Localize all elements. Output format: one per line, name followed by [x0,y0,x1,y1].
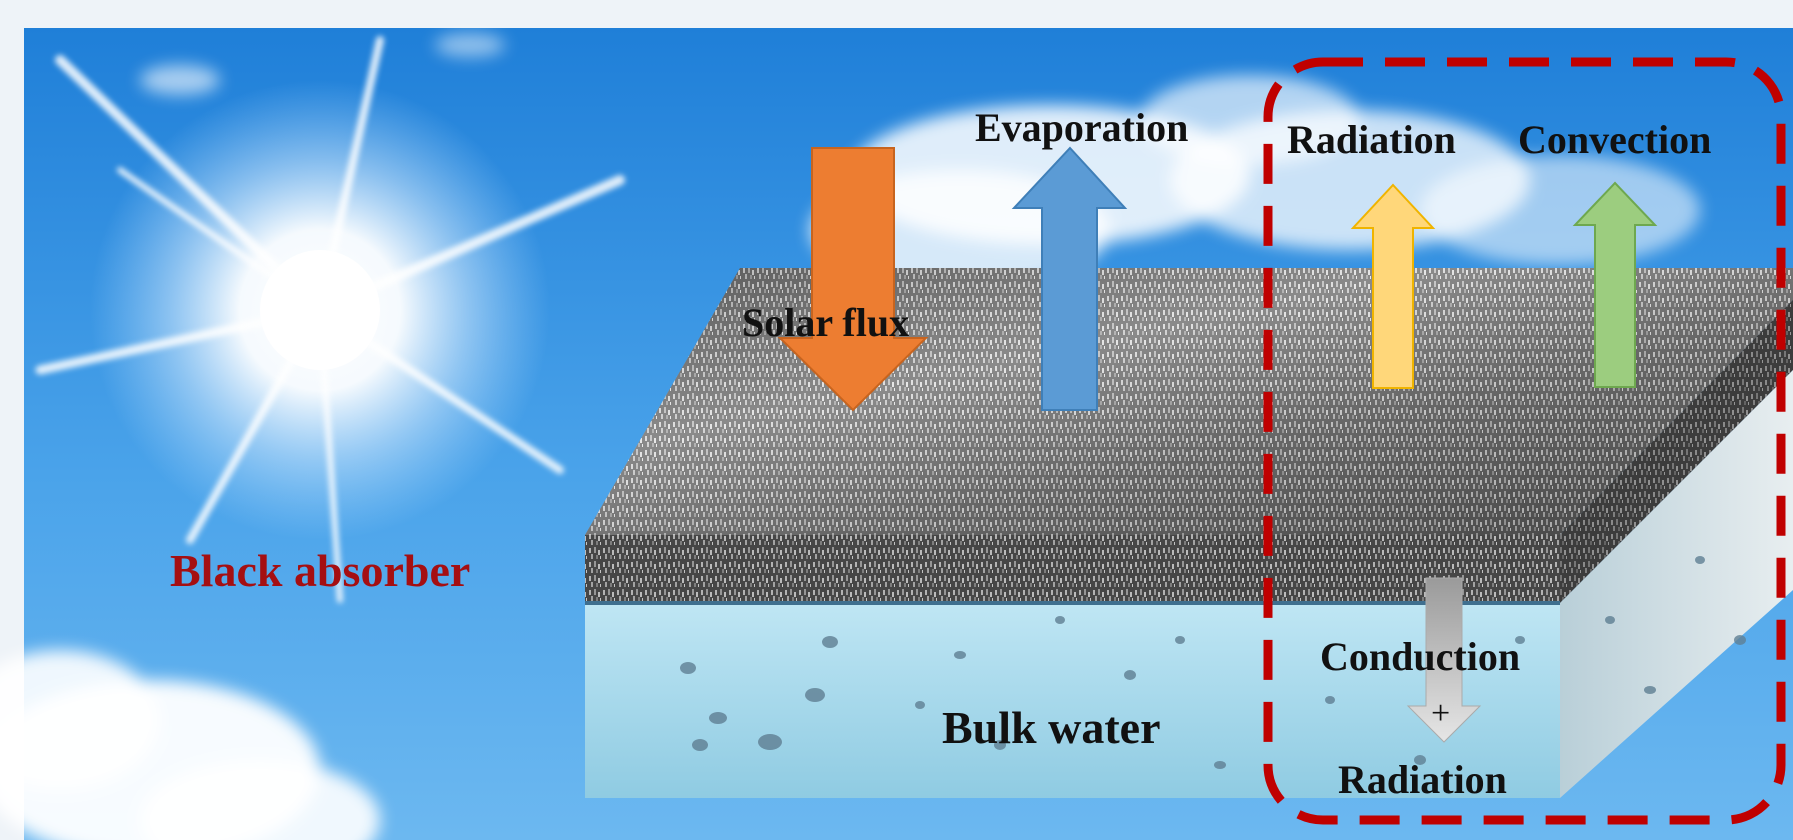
radiation-arrow [1350,183,1436,389]
bulk-water-label: Bulk water [942,702,1161,753]
solar-flux-arrow [777,147,929,412]
evaporation-label: Evaporation [975,105,1189,150]
water-side-face [1560,370,1793,798]
conduction-label: Conduction [1320,634,1521,679]
radiation-label-bottom: Radiation [1338,757,1507,802]
convection-label: Convection [1518,117,1712,162]
sun-icon [35,36,625,603]
radiation-label-top: Radiation [1287,117,1456,162]
water-bubble-icon [680,556,1746,769]
conduction-arrow [1406,577,1482,743]
evaporation-arrow [1011,146,1128,411]
solar-flux-label: Solar flux [742,300,910,345]
water-front-face [585,603,1560,798]
black-absorber-label: Black absorber [170,545,471,596]
convection-arrow [1572,181,1658,388]
plus-sign: + [1431,695,1451,732]
heat-loss-highlight-box [1263,57,1786,825]
